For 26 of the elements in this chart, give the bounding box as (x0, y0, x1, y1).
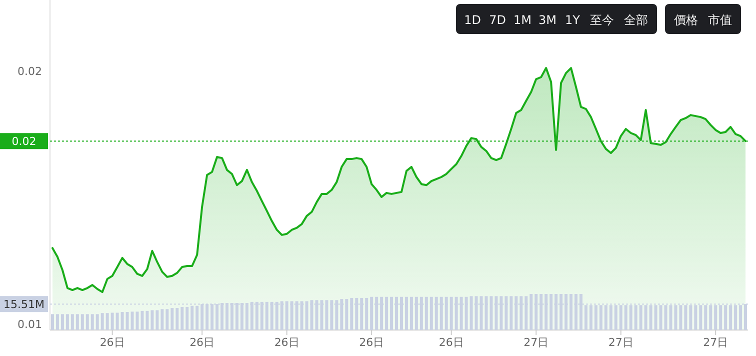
x-tick-label: 26日 (359, 336, 384, 349)
bar (66, 314, 69, 330)
bar (56, 314, 59, 330)
ref-line-label: 15.51M (4, 298, 44, 312)
bar (60, 314, 64, 330)
x-tick-label: 27日 (703, 336, 728, 349)
annotation: 1Y (565, 13, 581, 27)
x-tick-label: 26日 (100, 336, 125, 349)
annotation: 1D (464, 13, 481, 27)
bar (50, 314, 54, 330)
annotation: 1M (514, 13, 532, 27)
annotation: 價格 (674, 13, 698, 27)
bar (70, 314, 74, 330)
bar (76, 314, 79, 330)
bar (80, 314, 84, 330)
annotation: 全部 (624, 13, 648, 27)
annotation: 至今 (590, 13, 614, 27)
x-tick-label: 26日 (190, 336, 215, 349)
x-tick-label: 27日 (608, 336, 634, 349)
x-tick-label: 26日 (274, 336, 300, 349)
annotation: 3M (538, 13, 556, 27)
annotation: 7D (489, 13, 506, 27)
y-tick-label: 0.01 (18, 318, 42, 331)
annotation: 市值 (708, 13, 732, 27)
x-tick-label: 27日 (524, 336, 549, 349)
x-tick-label: 26日 (438, 336, 464, 349)
